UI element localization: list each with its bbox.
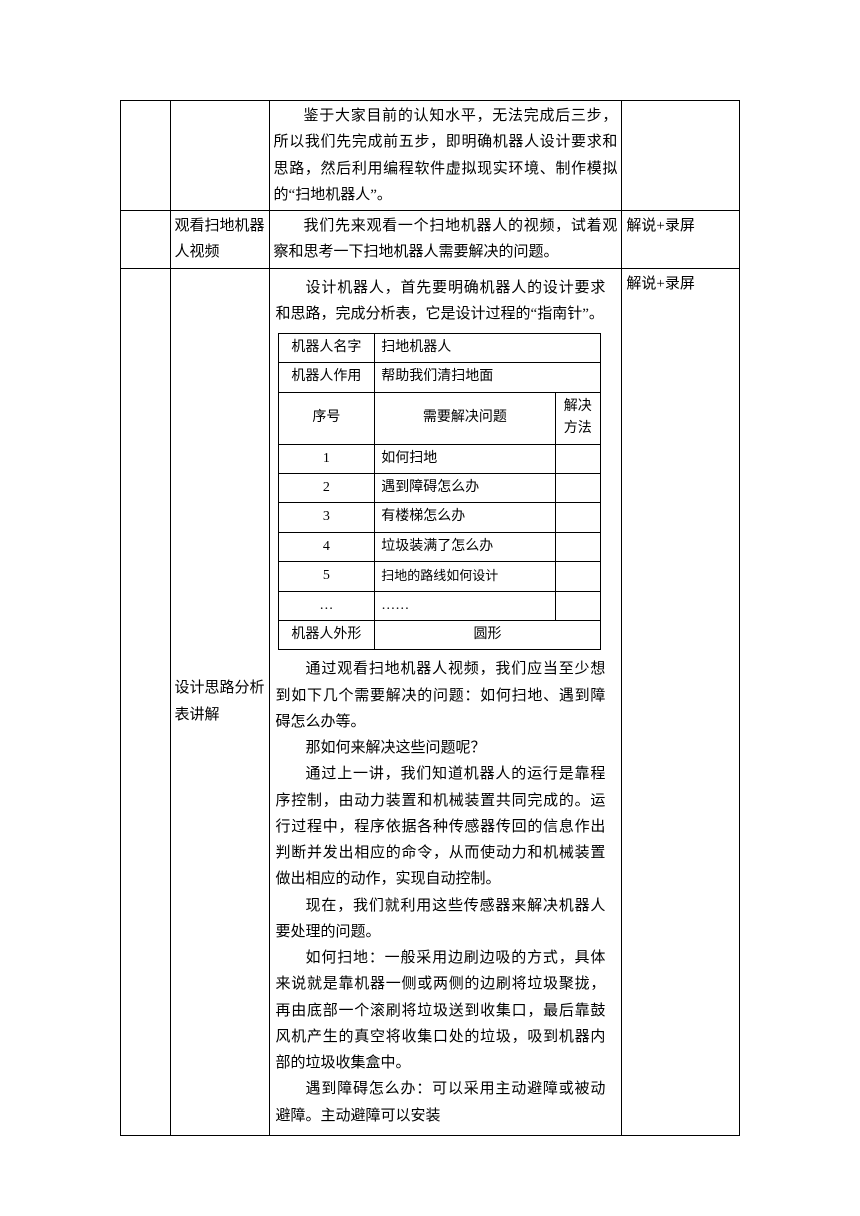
cell-question: …… [375, 591, 555, 620]
paragraph: 设计机器人，首先要明确机器人的设计要求和思路，完成分析表，它是设计过程的“指南针… [276, 275, 606, 328]
cell-media: 解说+录屏 [622, 211, 740, 269]
cell-activity [170, 101, 269, 211]
analysis-table: 机器人名字扫地机器人机器人作用帮助我们清扫地面序号需要解决问题解决方法1如何扫地… [278, 333, 601, 650]
activity-label: 观看扫地机器人视频 [175, 213, 265, 266]
cell-question: 遇到障碍怎么办 [375, 473, 555, 502]
cell-question: 垃圾装满了怎么办 [375, 532, 555, 561]
value-role: 帮助我们清扫地面 [375, 363, 601, 392]
cell-stage [121, 268, 171, 1135]
cell-solution [555, 532, 600, 561]
cell-activity: 设计思路分析表讲解 [170, 268, 269, 1135]
cell-question: 如何扫地 [375, 444, 555, 473]
cell-question: 扫地的路线如何设计 [375, 562, 555, 591]
value-name: 扫地机器人 [375, 334, 601, 363]
cell-solution [555, 591, 600, 620]
paragraph: 现在，我们就利用这些传感器来解决机器人要处理的问题。 [276, 893, 606, 946]
paragraph: 通过观看扫地机器人视频，我们应当至少想到如下几个需要解决的问题：如何扫地、遇到障… [276, 656, 606, 735]
content-wrap: 设计机器人，首先要明确机器人的设计要求和思路，完成分析表，它是设计过程的“指南针… [274, 271, 618, 1133]
header-solution: 解决方法 [555, 392, 600, 444]
cell-stage [121, 101, 171, 211]
inner-row: 机器人外形圆形 [278, 620, 600, 649]
cell-seq: 3 [278, 503, 375, 532]
label-shape: 机器人外形 [278, 620, 375, 649]
table-row: 设计思路分析表讲解 设计机器人，首先要明确机器人的设计要求和思路，完成分析表，它是… [121, 268, 740, 1135]
inner-row: 3有楼梯怎么办 [278, 503, 600, 532]
cell-content: 设计机器人，首先要明确机器人的设计要求和思路，完成分析表，它是设计过程的“指南针… [269, 268, 622, 1135]
cell-solution [555, 473, 600, 502]
cell-stage [121, 211, 171, 269]
cell-solution [555, 503, 600, 532]
cell-activity: 观看扫地机器人视频 [170, 211, 269, 269]
activity-label: 设计思路分析表讲解 [175, 675, 265, 728]
cell-seq: … [278, 591, 375, 620]
cell-media [622, 101, 740, 211]
inner-row: 1如何扫地 [278, 444, 600, 473]
cell-solution [555, 444, 600, 473]
cell-question: 有楼梯怎么办 [375, 503, 555, 532]
paragraph: 那如何来解决这些问题呢？ [276, 735, 606, 761]
paragraph: 通过上一讲，我们知道机器人的运行是靠程序控制，由动力装置和机械装置共同完成的。运… [276, 761, 606, 892]
cell-solution [555, 562, 600, 591]
cell-content: 鉴于大家目前的认知水平，无法完成后三步，所以我们先完成前五步，即明确机器人设计要… [269, 101, 622, 211]
value-shape: 圆形 [375, 620, 601, 649]
inner-row: 5扫地的路线如何设计 [278, 562, 600, 591]
cell-seq: 4 [278, 532, 375, 561]
inner-row: 4垃圾装满了怎么办 [278, 532, 600, 561]
inner-row: 机器人名字扫地机器人 [278, 334, 600, 363]
lesson-plan-table: 鉴于大家目前的认知水平，无法完成后三步，所以我们先完成前五步，即明确机器人设计要… [120, 100, 740, 1136]
label-role: 机器人作用 [278, 363, 375, 392]
header-question: 需要解决问题 [375, 392, 555, 444]
paragraph: 我们先来观看一个扫地机器人的视频，试着观察和思考一下扫地机器人需要解决的问题。 [274, 213, 618, 266]
cell-seq: 2 [278, 473, 375, 502]
table-row: 鉴于大家目前的认知水平，无法完成后三步，所以我们先完成前五步，即明确机器人设计要… [121, 101, 740, 211]
inner-header-row: 序号需要解决问题解决方法 [278, 392, 600, 444]
cell-seq: 1 [278, 444, 375, 473]
inner-row: ……… [278, 591, 600, 620]
inner-row: 2遇到障碍怎么办 [278, 473, 600, 502]
label-name: 机器人名字 [278, 334, 375, 363]
paragraph: 鉴于大家目前的认知水平，无法完成后三步，所以我们先完成前五步，即明确机器人设计要… [274, 103, 618, 208]
paragraph: 遇到障碍怎么办：可以采用主动避障或被动避障。主动避障可以安装 [276, 1076, 606, 1129]
cell-content: 我们先来观看一个扫地机器人的视频，试着观察和思考一下扫地机器人需要解决的问题。 [269, 211, 622, 269]
cell-seq: 5 [278, 562, 375, 591]
table-row: 观看扫地机器人视频我们先来观看一个扫地机器人的视频，试着观察和思考一下扫地机器人… [121, 211, 740, 269]
cell-media: 解说+录屏 [622, 268, 740, 1135]
inner-row: 机器人作用帮助我们清扫地面 [278, 363, 600, 392]
paragraph: 如何扫地：一般采用边刷边吸的方式，具体来说就是靠机器一侧或两侧的边刷将垃圾聚拢，… [276, 945, 606, 1076]
header-seq: 序号 [278, 392, 375, 444]
